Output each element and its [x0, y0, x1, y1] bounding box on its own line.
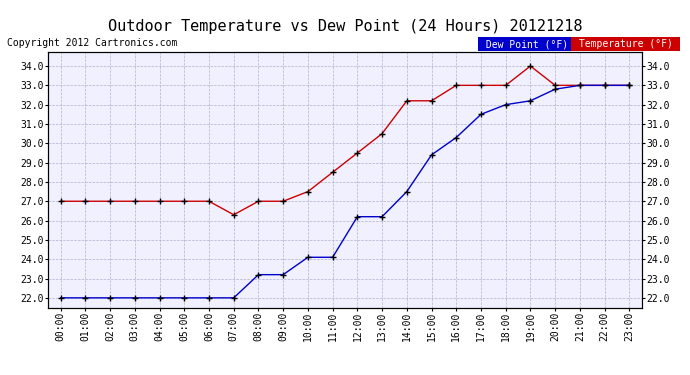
- Text: Temperature (°F): Temperature (°F): [573, 39, 678, 50]
- Text: Copyright 2012 Cartronics.com: Copyright 2012 Cartronics.com: [7, 38, 177, 48]
- Text: Outdoor Temperature vs Dew Point (24 Hours) 20121218: Outdoor Temperature vs Dew Point (24 Hou…: [108, 19, 582, 34]
- Text: Dew Point (°F): Dew Point (°F): [480, 39, 573, 50]
